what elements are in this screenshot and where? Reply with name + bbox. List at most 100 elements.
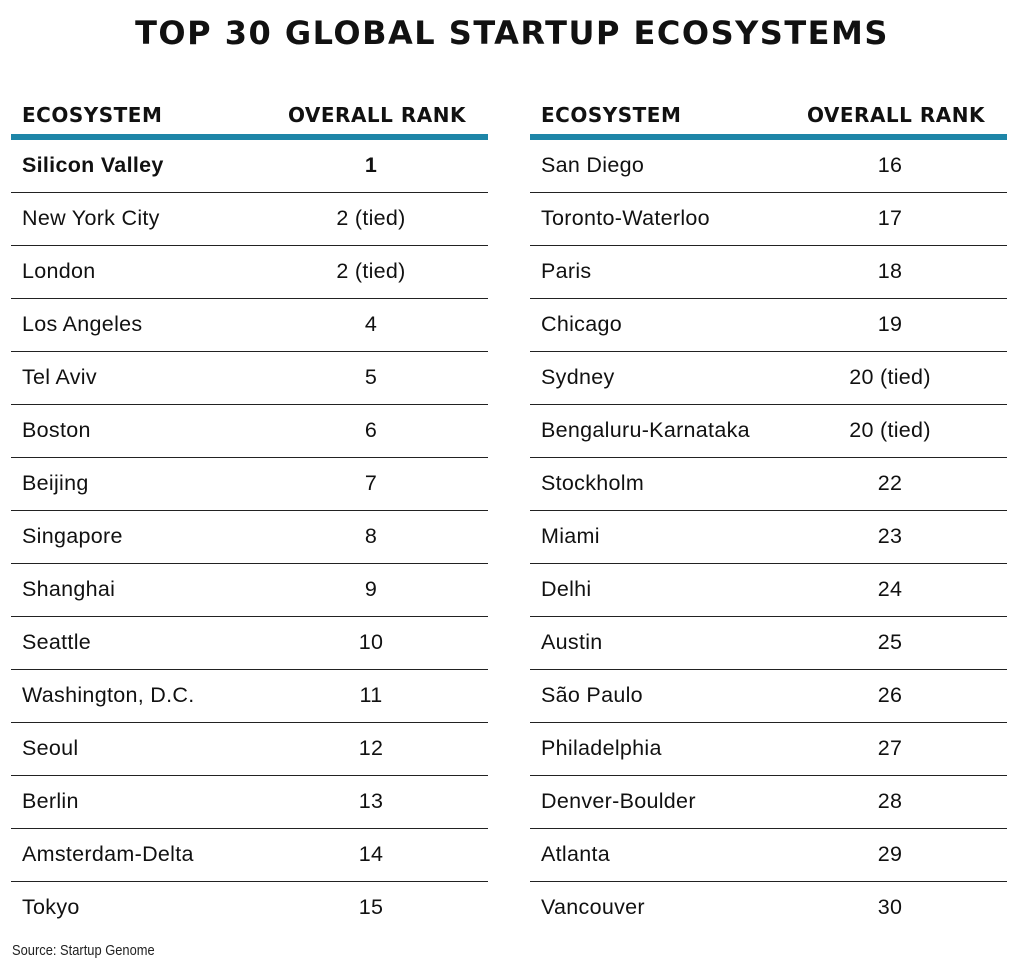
- ecosystem-name: Chicago: [541, 312, 622, 336]
- table-row: Austin 25: [530, 617, 1007, 670]
- ecosystem-name: Denver-Boulder: [541, 789, 696, 813]
- ecosystem-name: Bengaluru-Karnataka: [541, 418, 750, 442]
- ecosystem-name: Stockholm: [541, 471, 645, 495]
- right-table: ECOSYSTEM OVERALL RANK San Diego 16 Toront…: [530, 98, 1007, 934]
- table-row: Philadelphia 27: [530, 723, 1007, 776]
- ecosystem-name: Silicon Valley: [22, 153, 164, 177]
- table-row: Miami 23: [530, 511, 1007, 564]
- overall-rank: 5: [364, 365, 378, 389]
- ecosystem-name: Seattle: [22, 630, 92, 654]
- ecosystem-name: Seoul: [22, 736, 79, 760]
- ecosystem-name: Beijing: [22, 471, 89, 495]
- ecosystem-name: Berlin: [22, 789, 79, 813]
- overall-rank: 13: [358, 789, 384, 813]
- table-row: Paris 18: [530, 246, 1007, 299]
- overall-rank: 8: [364, 524, 378, 548]
- ecosystem-name: Washington, D.C.: [22, 683, 195, 707]
- table-row: San Diego 16: [530, 140, 1007, 193]
- overall-rank: 7: [364, 471, 378, 495]
- overall-rank: 24: [877, 577, 903, 601]
- left-table-body: Silicon Valley 1 New York City 2 (tied) Lond…: [11, 140, 488, 934]
- ecosystem-name: Delhi: [541, 577, 592, 601]
- table-row: Chicago 19: [530, 299, 1007, 352]
- overall-rank: 15: [358, 895, 384, 919]
- ecosystem-name: San Diego: [541, 153, 645, 177]
- overall-rank: 30: [877, 895, 903, 919]
- ecosystem-name: Shanghai: [22, 577, 116, 601]
- table-row: Vancouver 30: [530, 882, 1007, 934]
- table-row: London 2 (tied): [11, 246, 488, 299]
- ecosystem-name: New York City: [22, 206, 160, 230]
- overall-rank: 18: [877, 259, 903, 283]
- overall-rank: 4: [364, 312, 378, 336]
- table-row: Seoul 12: [11, 723, 488, 776]
- ecosystem-name: Singapore: [22, 524, 123, 548]
- left-table: ECOSYSTEM OVERALL RANK Silicon Valley 1 Ne…: [11, 98, 488, 934]
- table-row: Tel Aviv 5: [11, 352, 488, 405]
- table-row: São Paulo 26: [530, 670, 1007, 723]
- ecosystem-name: Tokyo: [22, 895, 80, 919]
- table-row: Delhi 24: [530, 564, 1007, 617]
- table-row: Silicon Valley 1: [11, 140, 488, 193]
- overall-rank: 16: [877, 153, 903, 177]
- overall-rank: 17: [877, 206, 903, 230]
- overall-rank: 22: [877, 471, 903, 495]
- overall-rank: 20 (tied): [849, 418, 931, 442]
- ecosystem-name: Sydney: [541, 365, 615, 389]
- table-header: ECOSYSTEM OVERALL RANK: [11, 98, 488, 140]
- source-note: Source: Startup Genome: [12, 942, 155, 959]
- overall-rank: 26: [877, 683, 903, 707]
- ecosystem-name: Los Angeles: [22, 312, 143, 336]
- overall-rank: 11: [359, 683, 383, 707]
- table-row: Toronto-Waterloo 17: [530, 193, 1007, 246]
- table-row: Singapore 8: [11, 511, 488, 564]
- table-row: Atlanta 29: [530, 829, 1007, 882]
- table-row: Denver-Boulder 28: [530, 776, 1007, 829]
- overall-rank: 19: [877, 312, 903, 336]
- header-overall-rank: OVERALL RANK: [287, 103, 466, 127]
- page-title: TOP 30 GLOBAL STARTUP ECOSYSTEMS: [135, 14, 889, 52]
- overall-rank: 12: [358, 736, 384, 760]
- ecosystem-name: Paris: [541, 259, 592, 283]
- overall-rank: 10: [358, 630, 384, 654]
- ecosystem-name: Toronto-Waterloo: [541, 206, 710, 230]
- table-row: Beijing 7: [11, 458, 488, 511]
- overall-rank: 25: [877, 630, 903, 654]
- table-row: New York City 2 (tied): [11, 193, 488, 246]
- table-row: Los Angeles 4: [11, 299, 488, 352]
- table-row: Amsterdam-Delta 14: [11, 829, 488, 882]
- right-table-body: San Diego 16 Toronto-Waterloo 17 Paris 18 Chic…: [530, 140, 1007, 934]
- overall-rank: 2 (tied): [336, 259, 406, 283]
- overall-rank: 9: [364, 577, 378, 601]
- ecosystem-name: Vancouver: [541, 895, 645, 919]
- ecosystem-name: São Paulo: [541, 683, 643, 707]
- table-row: Shanghai 9: [11, 564, 488, 617]
- ecosystem-name: Boston: [22, 418, 91, 442]
- overall-rank: 1: [364, 153, 378, 177]
- ecosystem-name: Tel Aviv: [22, 365, 97, 389]
- ecosystem-name: Austin: [541, 630, 603, 654]
- header-ecosystem: ECOSYSTEM: [541, 103, 682, 127]
- overall-rank: 20 (tied): [849, 365, 931, 389]
- overall-rank: 28: [877, 789, 903, 813]
- header-ecosystem: ECOSYSTEM: [22, 103, 163, 127]
- table-row: Seattle 10: [11, 617, 488, 670]
- table-row: Washington, D.C. 11: [11, 670, 488, 723]
- table-row: Tokyo 15: [11, 882, 488, 934]
- table-row: Bengaluru-Karnataka 20 (tied): [530, 405, 1007, 458]
- ecosystem-name: Amsterdam-Delta: [22, 842, 194, 866]
- header-overall-rank: OVERALL RANK: [806, 103, 985, 127]
- ecosystem-name: Atlanta: [541, 842, 611, 866]
- overall-rank: 27: [877, 736, 903, 760]
- ecosystem-name: Miami: [541, 524, 600, 548]
- ecosystem-name: London: [22, 259, 96, 283]
- overall-rank: 23: [877, 524, 903, 548]
- overall-rank: 6: [364, 418, 378, 442]
- overall-rank: 29: [877, 842, 903, 866]
- overall-rank: 14: [358, 842, 384, 866]
- table-row: Berlin 13: [11, 776, 488, 829]
- table-header: ECOSYSTEM OVERALL RANK: [530, 98, 1007, 140]
- table-row: Stockholm 22: [530, 458, 1007, 511]
- table-row: Boston 6: [11, 405, 488, 458]
- ecosystem-name: Philadelphia: [541, 736, 662, 760]
